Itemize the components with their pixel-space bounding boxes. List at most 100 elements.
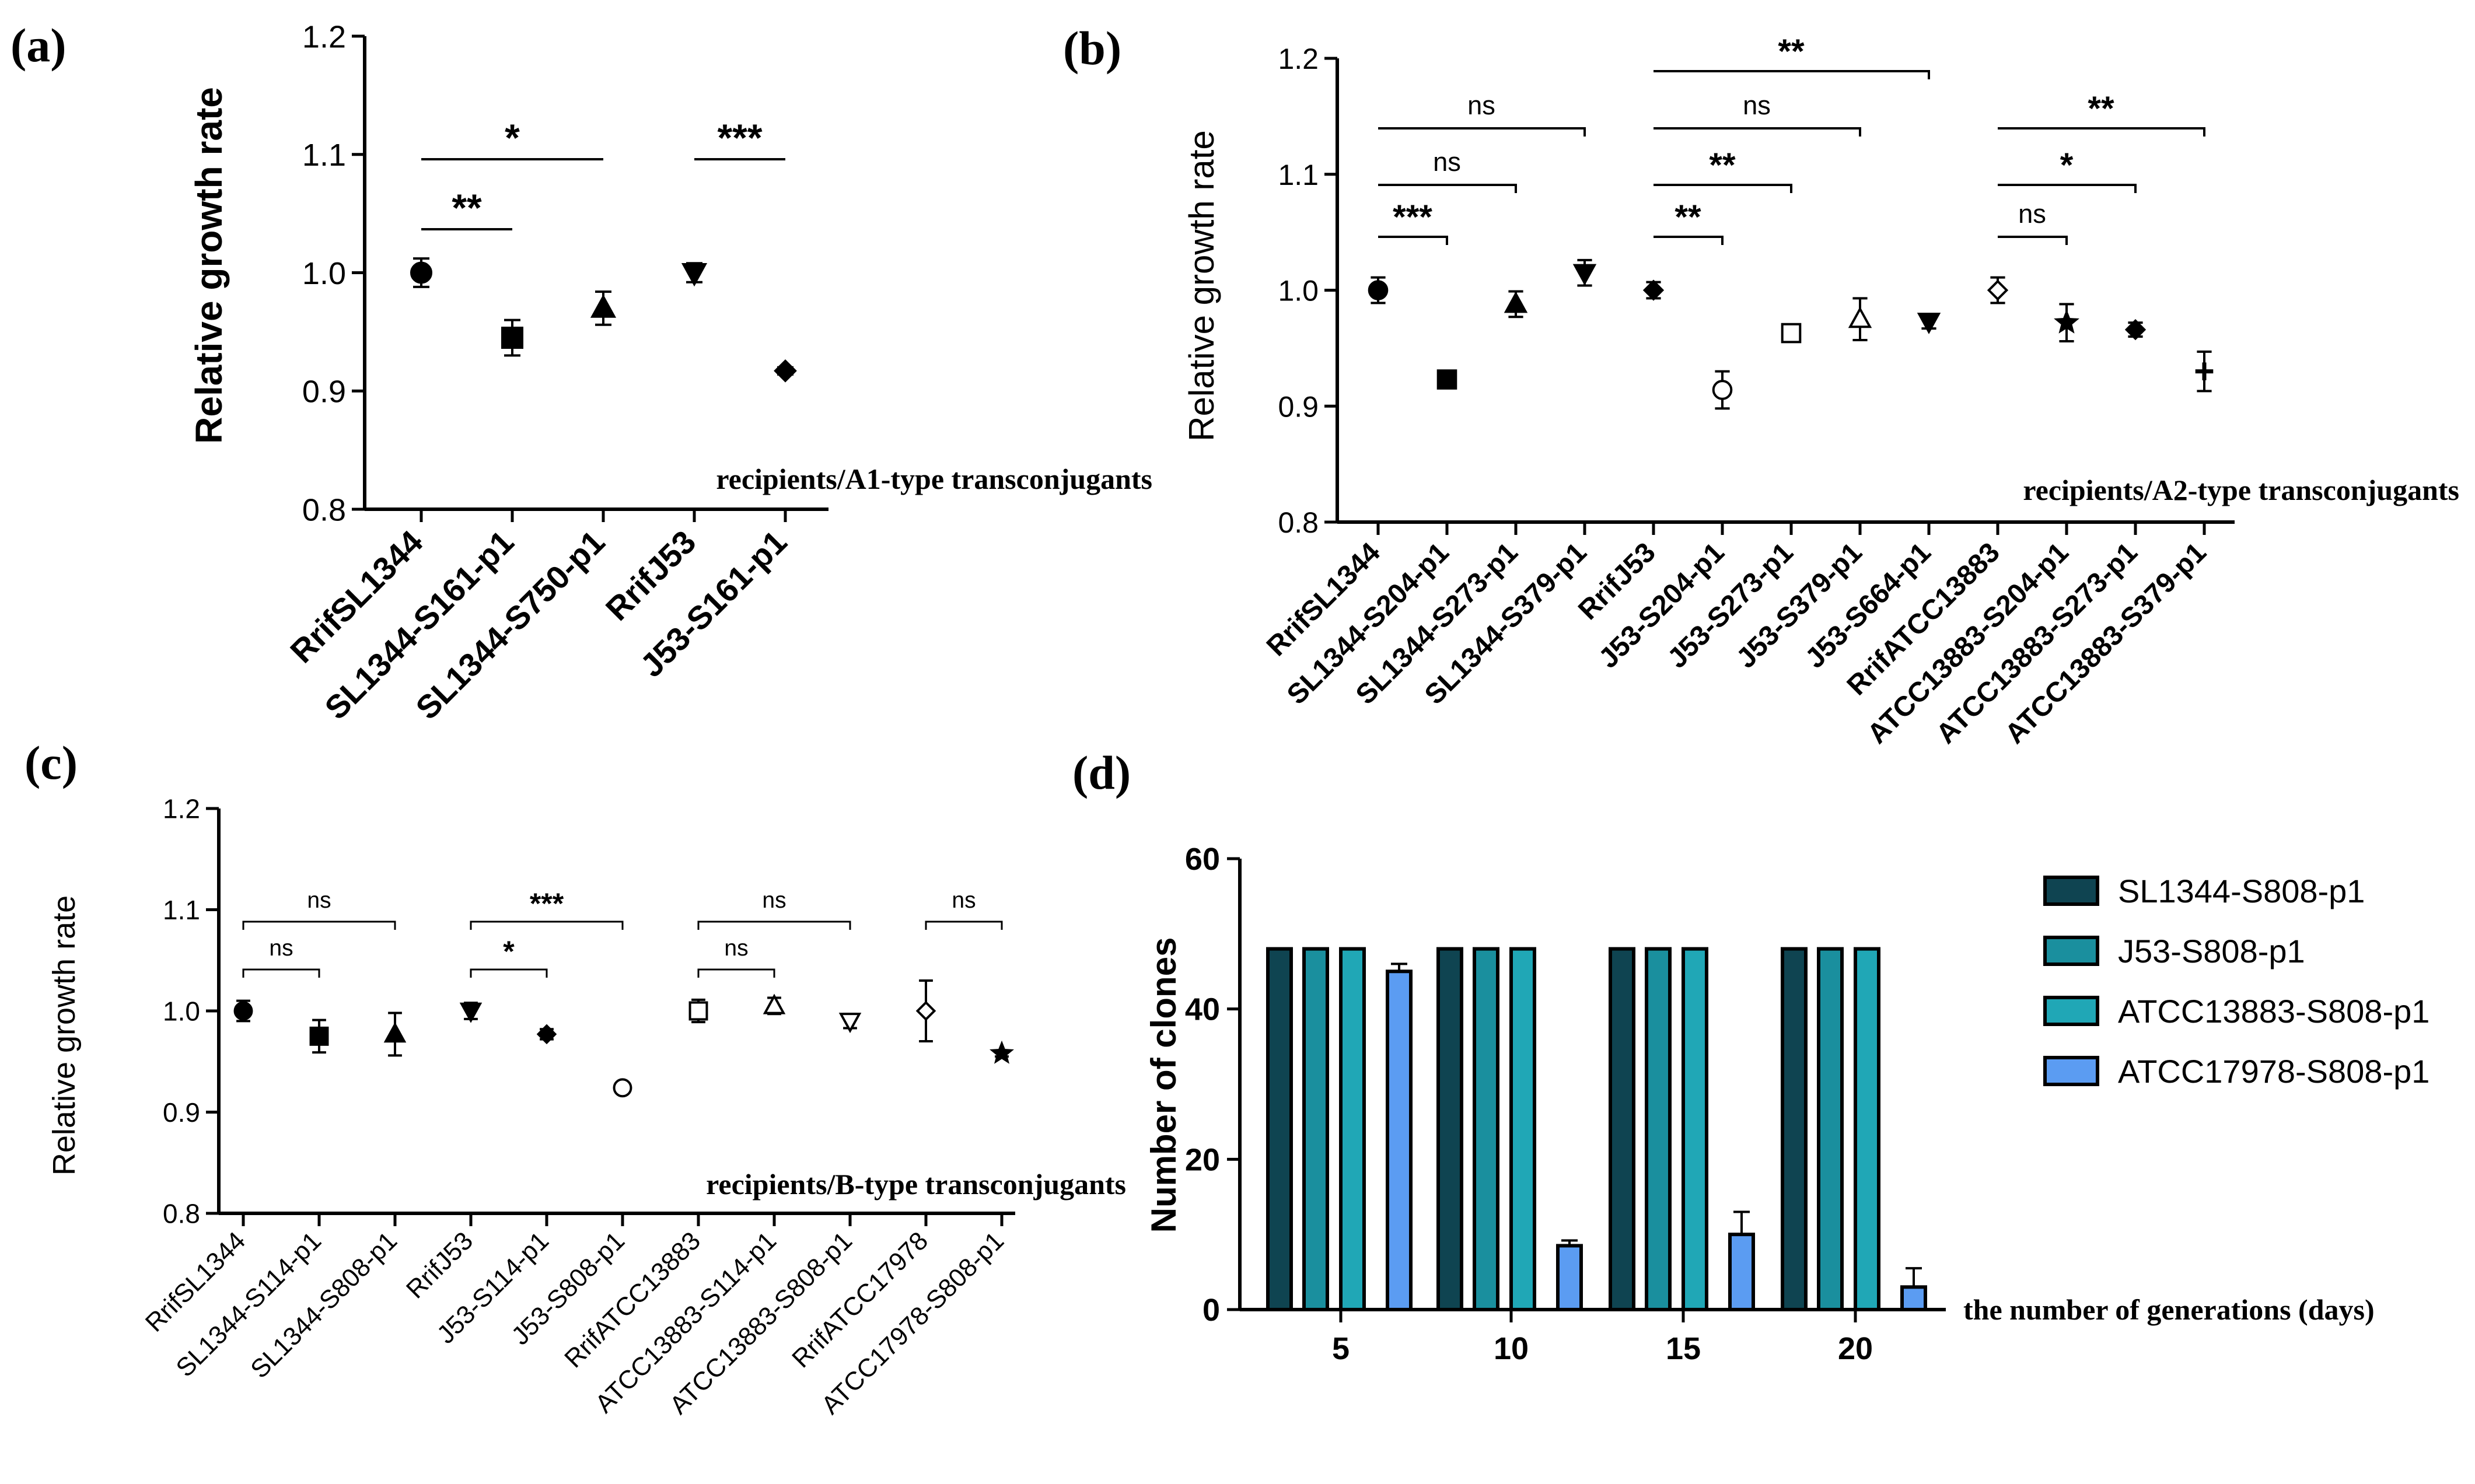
y-tick-label-b: 1.1 [1278, 159, 1319, 191]
bar [1556, 1244, 1583, 1312]
significance-bracket-b [1998, 236, 2068, 245]
significance-label-a: * [505, 116, 520, 159]
data-point-c [459, 1002, 483, 1023]
panel-b: (b) Relative growth rate recipients/A2-t… [1063, 22, 2459, 750]
group-note-b: recipients/A2-type transconjugants [2023, 474, 2459, 506]
significance-bracket-b [1998, 127, 2205, 136]
significance-bracket-b [1378, 127, 1586, 136]
legend-label: SL1344-S808-p1 [2118, 873, 2365, 909]
significance-bracket-b [1998, 184, 2137, 193]
y-tick-label-c: 1.1 [163, 895, 200, 925]
x-tick-label-c: SL1344-S114-p1 [170, 1226, 327, 1382]
bar [1854, 947, 1880, 1311]
y-tick-label-c: 1.2 [163, 794, 200, 824]
x-tick-label-d: 15 [1666, 1331, 1701, 1366]
data-point-c [233, 1001, 253, 1021]
significance-bracket-c [242, 968, 320, 978]
y-tick-label-d: 60 [1185, 842, 1220, 877]
bar [1473, 947, 1499, 1311]
data-point-a [590, 294, 617, 318]
significance-bracket-b [1654, 127, 1861, 136]
significance-bracket-b [1378, 236, 1448, 245]
bar [1302, 947, 1329, 1311]
bar [1900, 1285, 1927, 1312]
y-tick-label-b: 0.8 [1278, 506, 1319, 539]
bar [1266, 947, 1293, 1311]
significance-label-b: ns [1743, 90, 1771, 120]
significance-label-a: *** [717, 116, 762, 159]
x-tick-label-c: RrifJ53 [401, 1226, 478, 1304]
x-tick-label-d: 10 [1494, 1331, 1529, 1366]
y-tick-label-a: 1.0 [302, 256, 346, 291]
panel-label-b: (b) [1063, 22, 1121, 75]
plot-area-a: 0.80.91.01.11.2RrifSL1344SL1344-S161-p1S… [283, 19, 829, 726]
significance-label-b: ** [1709, 146, 1736, 184]
data-point-b [1504, 291, 1528, 313]
data-point-b [1436, 369, 1457, 390]
data-point-c [915, 1000, 936, 1021]
group-note-a: recipients/A1-type transconjugants [716, 463, 1152, 495]
significance-label-c: ns [269, 936, 293, 961]
bar [1728, 1233, 1755, 1312]
y-tick-label-a: 1.1 [302, 138, 346, 173]
x-tick-label-d: 20 [1838, 1331, 1873, 1366]
legend-swatch [2043, 1056, 2099, 1086]
data-point-c [383, 1022, 407, 1043]
significance-bracket-c [470, 968, 548, 978]
x-tick-label-d: 5 [1332, 1331, 1350, 1366]
bar [1817, 947, 1844, 1311]
plot-area-c: 0.80.91.01.11.2RrifSL1344SL1344-S114-p1S… [140, 794, 1015, 1420]
y-tick-label-d: 20 [1185, 1142, 1220, 1177]
y-tick-label-c: 0.8 [163, 1199, 200, 1229]
data-point-b [2195, 362, 2214, 380]
data-point-b [1368, 280, 1389, 300]
data-point-c [536, 1024, 557, 1045]
data-point-b [1917, 313, 1941, 334]
y-tick-label-b: 0.9 [1278, 390, 1319, 423]
significance-label-b: ns [1433, 147, 1461, 177]
y-tick-label-b: 1.0 [1278, 275, 1319, 307]
panel-a: (a) Relative growth rate recipients/A1-t… [11, 19, 1152, 726]
group-note-c: recipients/B-type transconjugants [706, 1168, 1126, 1200]
significance-label-a: ** [452, 186, 482, 229]
x-axis-label-d: the number of generations (days) [1963, 1293, 2375, 1326]
panel-label-c: (c) [25, 736, 78, 789]
data-point-b [1642, 279, 1665, 301]
significance-bracket-c [925, 921, 1003, 930]
y-axis-label-c: Relative growth rate [47, 895, 82, 1175]
data-point-c [763, 993, 786, 1014]
y-axis-label-b: Relative growth rate [1182, 130, 1221, 442]
significance-label-c: ns [724, 936, 748, 961]
significance-label-c: * [503, 935, 515, 968]
bar [1781, 947, 1808, 1311]
error-bar-d [1391, 963, 1407, 972]
data-point-c [990, 1040, 1014, 1064]
significance-bracket-b [1378, 184, 1517, 193]
panel-label-a: (a) [11, 19, 67, 72]
significance-label-b: ** [2088, 90, 2114, 128]
plot-area-d: 0 20 40 60 5 10 15 20 [1185, 842, 1946, 1366]
data-point-b [1572, 264, 1597, 286]
legend-swatch [2043, 936, 2099, 966]
data-point-c [613, 1078, 632, 1098]
significance-label-b: ** [1675, 198, 1701, 236]
y-tick-label-a: 0.9 [302, 374, 346, 410]
significance-bracket-b [1654, 184, 1792, 193]
legend-label: ATCC13883-S808-p1 [2118, 993, 2429, 1030]
significance-bracket-c [470, 921, 624, 930]
error-bar-d [1906, 1267, 1922, 1287]
y-tick-label-c: 1.0 [163, 996, 200, 1027]
x-tick-label-c: RrifATCC17978 [786, 1226, 934, 1373]
legend: SL1344-S808-p1 J53-S808-p1 ATCC13883-S808-… [2043, 873, 2429, 1090]
y-axis-label-a: Relative growth rate [188, 87, 230, 444]
significance-bracket-b [1654, 70, 1930, 79]
legend-label: ATCC17978-S808-p1 [2118, 1053, 2429, 1090]
error-bar-d [1733, 1210, 1750, 1235]
panel-label-d: (d) [1072, 746, 1131, 799]
data-point-c [688, 1001, 708, 1021]
significance-label-b: *** [1393, 198, 1432, 236]
y-tick-label-a: 0.8 [302, 492, 346, 527]
x-tick-label-c: SL1344-S808-p1 [245, 1226, 403, 1384]
panel-c: (c) Relative growth rate recipients/B-ty… [25, 736, 1126, 1420]
